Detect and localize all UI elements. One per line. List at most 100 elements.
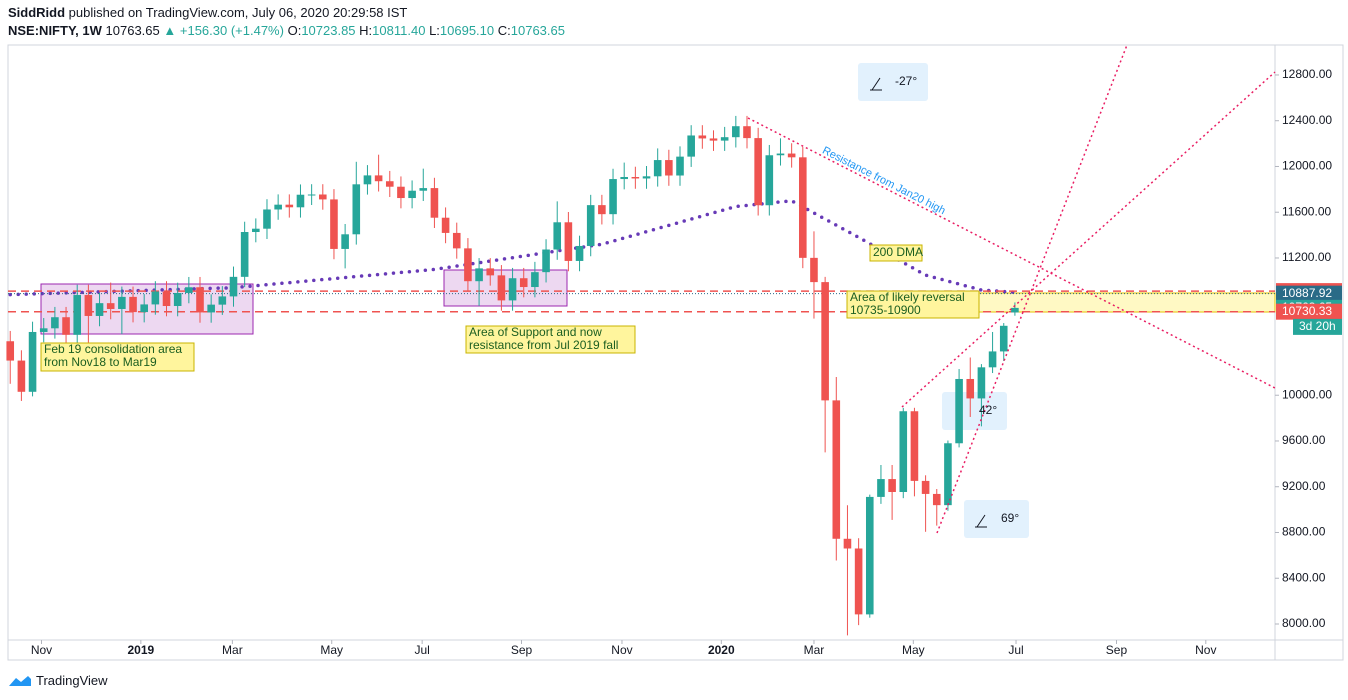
y-tick-label: 8800.00 [1282, 525, 1326, 539]
candle-body [966, 378, 975, 399]
y-tick-label: 10000.00 [1282, 387, 1332, 401]
candle-body [285, 204, 294, 208]
dma-line [8, 198, 1017, 297]
candle-body [977, 367, 986, 399]
candle-body [999, 325, 1008, 352]
candle-body [17, 360, 26, 392]
price-badge-label: 10887.92 [1282, 286, 1332, 300]
candle-body [39, 328, 48, 332]
header: SiddRidd published on TradingView.com, J… [8, 4, 565, 40]
candle-body [296, 194, 305, 208]
angle-label: 42° [979, 403, 997, 417]
candle-body [787, 153, 796, 158]
candle-body [564, 222, 573, 261]
c-label: C: [497, 23, 511, 38]
published: published on TradingView.com, July 06, 2… [68, 5, 408, 20]
candle-body [397, 186, 405, 199]
candle-body [743, 126, 751, 139]
candle-body [955, 378, 963, 444]
candle-body [698, 135, 707, 139]
candle-body [799, 157, 807, 258]
x-tick-label: Nov [611, 643, 632, 657]
candle-body [218, 296, 227, 305]
logo [9, 675, 31, 686]
candle-body [620, 176, 628, 180]
candle-body [609, 179, 617, 215]
angle-icon [870, 77, 882, 91]
last: 10763.65 [105, 23, 160, 38]
candle-body [944, 443, 952, 506]
x-tick-label: May [320, 643, 343, 657]
angle-icon [975, 514, 987, 528]
candle-body [553, 222, 562, 250]
candle-body [598, 205, 606, 215]
note-text: Area of Support and now [469, 325, 602, 339]
y-tick-label: 8400.00 [1282, 570, 1326, 584]
candle-body [877, 479, 885, 497]
candle-body [665, 160, 673, 176]
note-text: 10735-10900 [850, 303, 921, 317]
x-tick-label: Nov [1195, 643, 1216, 657]
candle-body [921, 480, 930, 494]
candle-body [542, 249, 550, 273]
candle-body [352, 184, 361, 235]
y-tick-label: 11600.00 [1282, 204, 1331, 218]
candle-body [854, 548, 863, 615]
note-text: resistance from Jul 2019 fall [469, 338, 618, 352]
trend-line [901, 71, 1276, 408]
candle-body [240, 232, 249, 277]
user: SiddRidd [8, 5, 66, 20]
candle-body [832, 400, 841, 539]
candle-body [6, 341, 15, 361]
candle-body [129, 296, 137, 313]
y-tick-label: 9600.00 [1282, 433, 1326, 447]
candle-body [732, 126, 740, 138]
candle-body [754, 138, 762, 206]
candle-body [709, 138, 718, 141]
candle-body [319, 194, 327, 200]
candle-body [932, 493, 941, 506]
candle-body [385, 181, 394, 187]
candle-body [631, 176, 640, 179]
candle-body [452, 232, 461, 249]
candle-body [441, 217, 450, 233]
trend-line [936, 44, 1128, 534]
candle-body [776, 153, 785, 156]
candle-body [207, 304, 215, 313]
candle-body [196, 287, 204, 313]
candle-body [229, 276, 238, 297]
candle-body [62, 317, 70, 335]
candle-body [151, 291, 160, 305]
angle-label: 69° [1001, 511, 1019, 525]
candle-body [687, 135, 695, 157]
chart: Resistance from Jan20 high Feb 19 consol… [6, 44, 1344, 661]
angle-box [858, 63, 928, 101]
price-badge-label: 10730.33 [1282, 304, 1332, 318]
candle-body [988, 351, 997, 368]
symbol: NSE:NIFTY, 1W [8, 23, 102, 38]
candle-body [642, 176, 651, 179]
l: 10695.10 [439, 23, 495, 38]
candle-body [888, 479, 896, 492]
candle-body [363, 175, 372, 185]
candle-body [720, 137, 729, 141]
footer: TradingView [8, 673, 108, 688]
note [465, 325, 636, 354]
candle-body [653, 160, 662, 177]
note [869, 244, 923, 262]
candle-body [575, 245, 584, 261]
angle-box [942, 392, 1007, 430]
candle-body [84, 295, 93, 316]
angle-box [964, 500, 1029, 538]
candle-body [419, 188, 428, 191]
candle-body [274, 204, 282, 210]
l-label: L: [429, 23, 440, 38]
c: 10763.65 [510, 23, 565, 38]
y-tick-label: 12000.00 [1282, 159, 1332, 173]
countdown-badge [1293, 318, 1342, 335]
candle-body [185, 287, 193, 293]
y-tick-label: 12400.00 [1282, 113, 1332, 127]
note [40, 342, 195, 372]
candle-body [497, 275, 506, 301]
candle-body [252, 228, 260, 233]
